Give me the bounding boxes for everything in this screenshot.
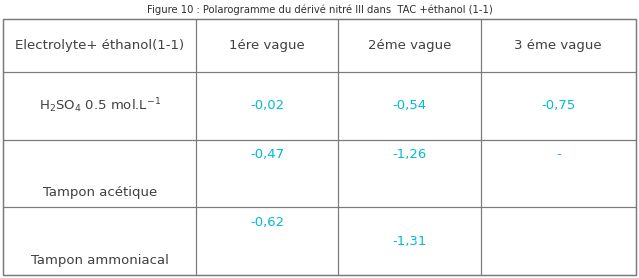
Text: 1ére vague: 1ére vague [229, 39, 305, 52]
Bar [481, 72, 636, 140]
Bar [481, 140, 636, 207]
Bar [339, 140, 481, 207]
Text: Figure 10 : Polarogramme du dérivé nitré III dans  TAC +éthanol (1-1): Figure 10 : Polarogramme du dérivé nitré… [146, 4, 493, 15]
Text: -0,75: -0,75 [541, 99, 576, 112]
Bar [196, 19, 339, 72]
Bar [481, 207, 636, 275]
Bar [3, 140, 196, 207]
Text: -1,31: -1,31 [392, 235, 427, 248]
Text: -0,54: -0,54 [392, 99, 427, 112]
Bar [3, 19, 196, 72]
Bar [339, 72, 481, 140]
Bar [196, 140, 339, 207]
Text: Electrolyte+ éthanol(1-1): Electrolyte+ éthanol(1-1) [15, 39, 184, 52]
Text: $\mathregular{H_2SO_4}$ 0.5 mol.L$^{-1}$: $\mathregular{H_2SO_4}$ 0.5 mol.L$^{-1}$ [38, 96, 161, 115]
Bar [3, 207, 196, 275]
Bar [196, 72, 339, 140]
Bar [481, 19, 636, 72]
Text: -0,47: -0,47 [250, 148, 284, 161]
Text: -0,02: -0,02 [250, 99, 284, 112]
Text: -0,62: -0,62 [250, 216, 284, 229]
Bar [3, 72, 196, 140]
Text: Tampon acétique: Tampon acétique [43, 186, 157, 199]
Text: Tampon ammoniacal: Tampon ammoniacal [31, 254, 169, 267]
Bar [339, 207, 481, 275]
Text: -: - [556, 148, 560, 161]
Text: -1,26: -1,26 [392, 148, 427, 161]
Text: 2éme vague: 2éme vague [368, 39, 451, 52]
Bar [339, 19, 481, 72]
Text: 3 éme vague: 3 éme vague [514, 39, 602, 52]
Bar [196, 207, 339, 275]
